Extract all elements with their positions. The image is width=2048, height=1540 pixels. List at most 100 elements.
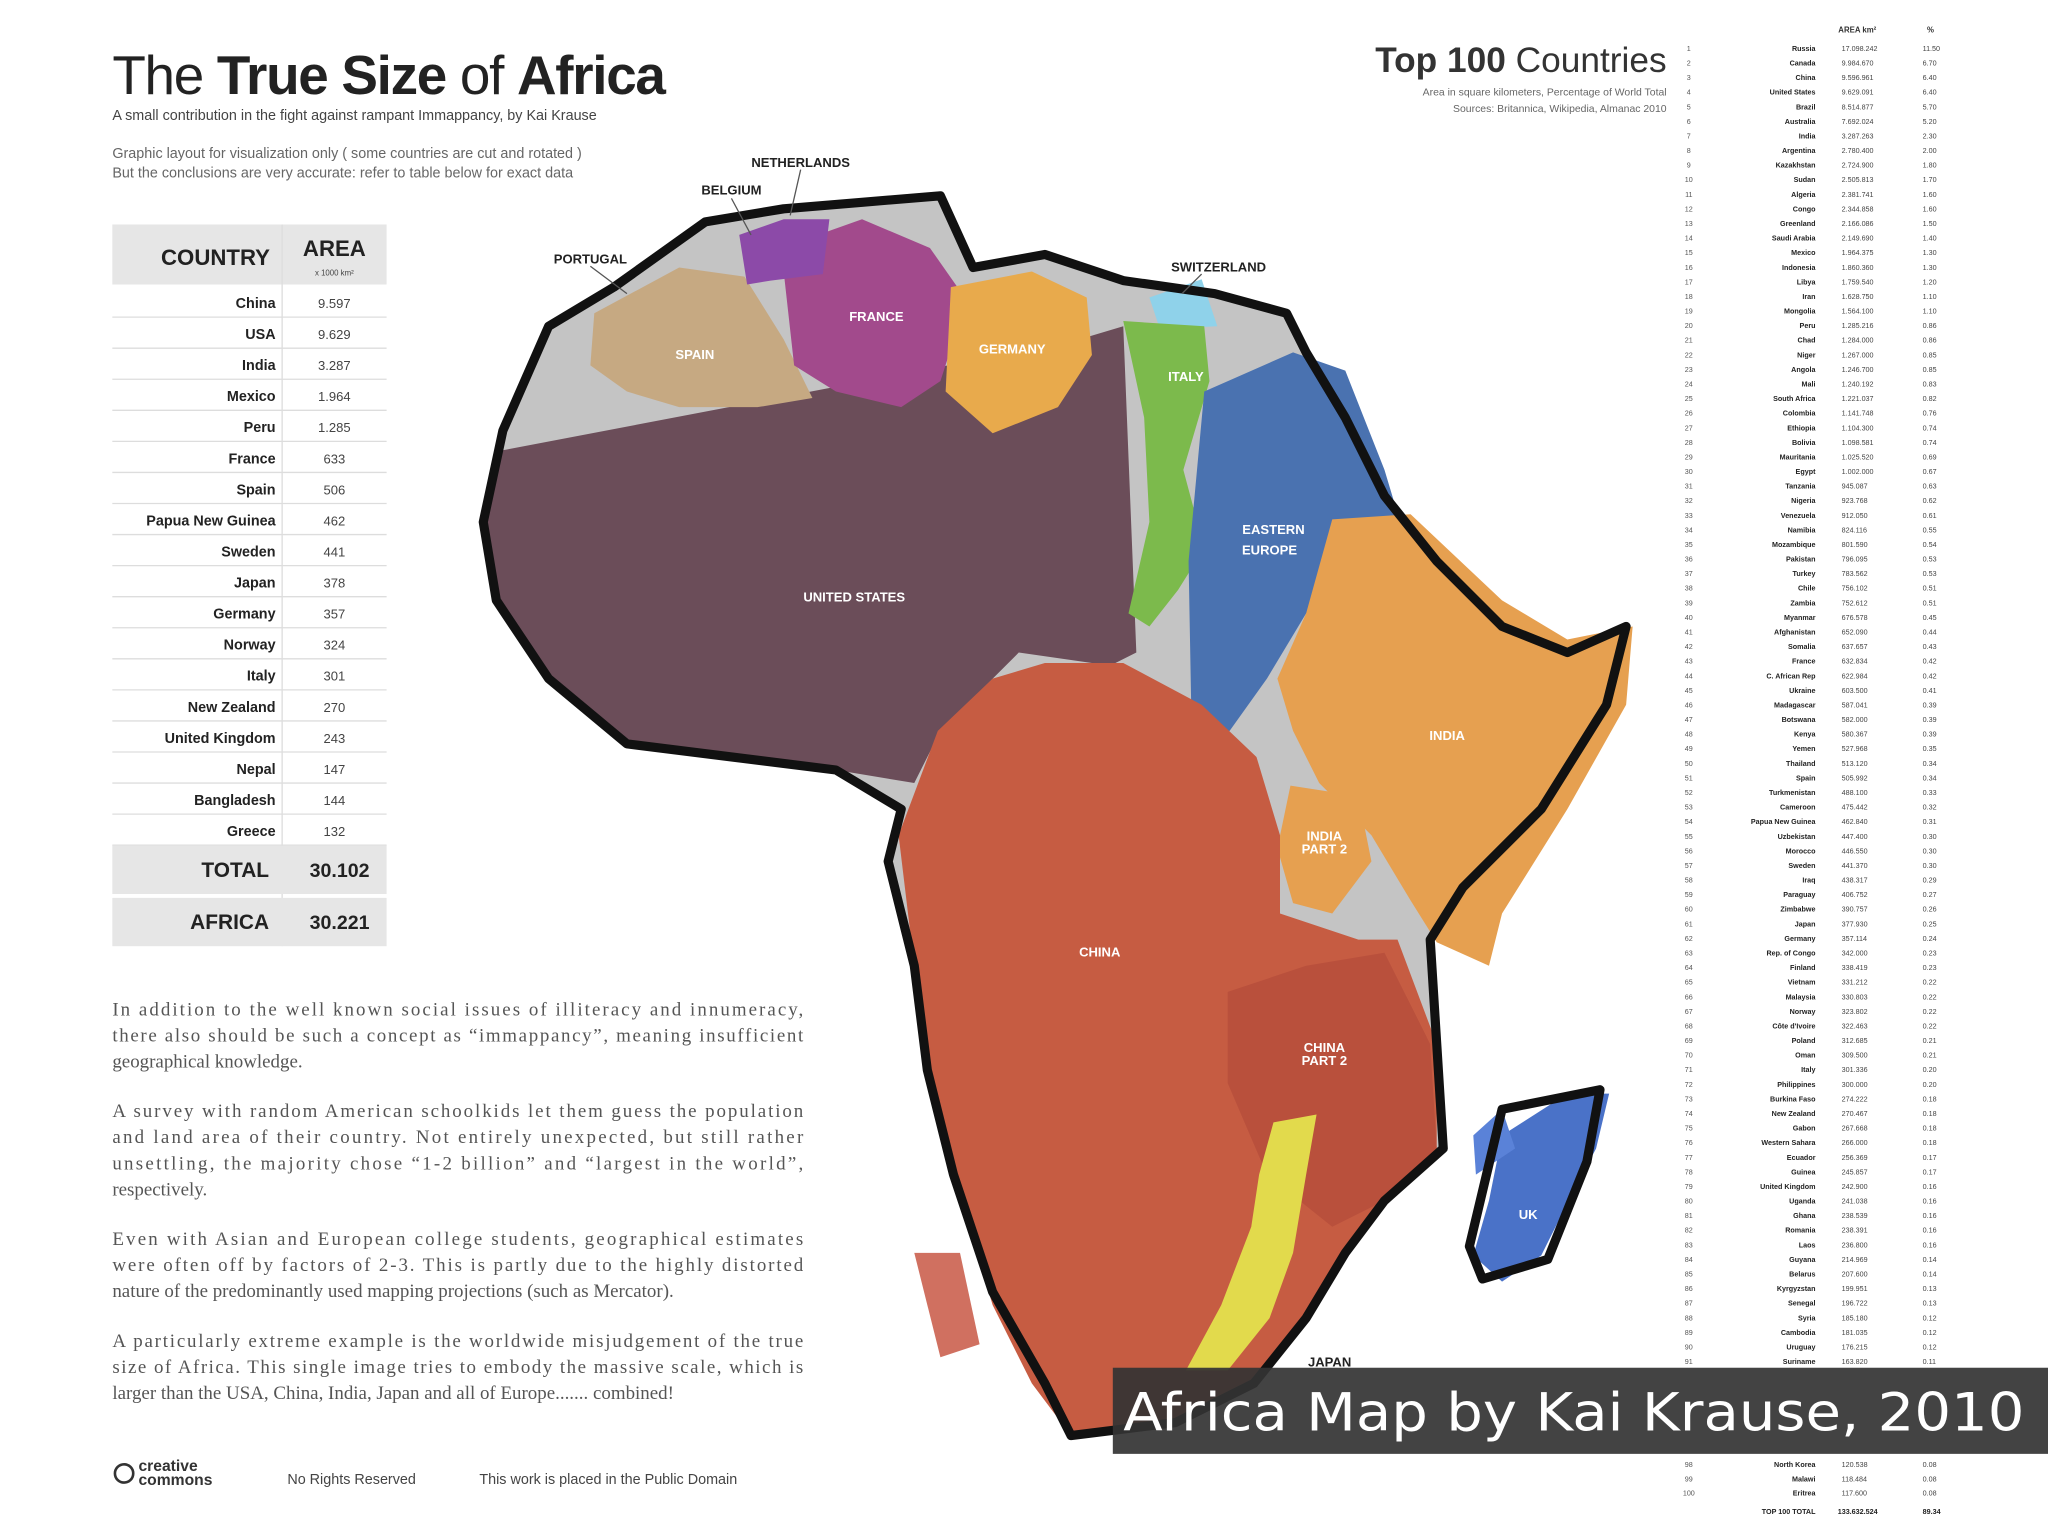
country-area: 267.668 xyxy=(1842,1125,1868,1133)
country-name: Sweden xyxy=(1788,862,1815,870)
country-percent: 0.18 xyxy=(1923,1110,1937,1118)
country-area: 331.212 xyxy=(1842,979,1868,987)
country-percent: 0.16 xyxy=(1923,1241,1937,1249)
country-percent: 1.70 xyxy=(1923,176,1937,184)
country-name: Greenland xyxy=(1780,220,1815,228)
total-bg xyxy=(112,845,387,894)
map-label: EUROPE xyxy=(1242,543,1297,558)
rank: 18 xyxy=(1685,293,1693,301)
rank: 59 xyxy=(1685,891,1693,899)
rank: 85 xyxy=(1685,1271,1693,1279)
country-area: 652.090 xyxy=(1842,629,1868,637)
map-label: PORTUGAL xyxy=(554,252,627,267)
map-label: UNITED STATES xyxy=(803,590,905,605)
country-name: Brazil xyxy=(1796,103,1816,111)
rank: 75 xyxy=(1685,1125,1693,1133)
country-percent: 2.30 xyxy=(1923,132,1937,140)
country-name: Russia xyxy=(1792,45,1817,53)
country-name: Ecuador xyxy=(1787,1154,1816,1162)
country-name: Finland xyxy=(1790,964,1816,972)
rank: 47 xyxy=(1685,716,1693,724)
country-name: Mexico xyxy=(227,389,276,405)
country-name: New Zealand xyxy=(188,700,276,716)
country-name: Afghanistan xyxy=(1774,629,1815,637)
country-name: Belarus xyxy=(1789,1271,1815,1279)
rank: 66 xyxy=(1685,993,1693,1001)
country-area: 242.900 xyxy=(1842,1183,1868,1191)
column-header: % xyxy=(1927,26,1934,35)
title-part: Africa xyxy=(517,44,666,106)
country-area: 176.215 xyxy=(1842,1343,1868,1351)
area-table: COUNTRY AREA x 1000 km² China 9.597 USA 9.6… xyxy=(112,224,387,947)
country-area: 377.930 xyxy=(1842,920,1868,928)
rank: 80 xyxy=(1685,1198,1693,1206)
country-area: 462 xyxy=(323,513,345,528)
rank: 13 xyxy=(1685,220,1693,228)
rank: 38 xyxy=(1685,585,1693,593)
rank: 54 xyxy=(1685,818,1693,826)
country-percent: 0.29 xyxy=(1923,877,1937,885)
country-name: Tanzania xyxy=(1785,483,1816,491)
rank: 42 xyxy=(1685,643,1693,651)
leader-line xyxy=(1181,273,1203,295)
paragraph-line: Even with Asian and European college stu… xyxy=(112,1229,803,1250)
country-percent: 1.30 xyxy=(1923,249,1937,257)
country-percent: 0.12 xyxy=(1923,1314,1937,1322)
country-area: 2.166.086 xyxy=(1842,220,1874,228)
country-name: Kenya xyxy=(1794,731,1817,739)
caption: Africa Map by Kai Krause, 2010 xyxy=(1123,1383,2024,1443)
country-name: Greece xyxy=(227,824,276,840)
country-name: Mauritania xyxy=(1780,453,1817,461)
country-area: 783.562 xyxy=(1842,570,1868,578)
rank: 4 xyxy=(1687,89,1691,97)
country-name: Germany xyxy=(213,607,275,623)
country-area: 8.514.877 xyxy=(1842,103,1874,111)
country-name: Zambia xyxy=(1790,599,1816,607)
country-percent: 5.20 xyxy=(1923,118,1937,126)
rank: 71 xyxy=(1685,1066,1693,1074)
country-percent: 0.16 xyxy=(1923,1183,1937,1191)
country-percent: 1.10 xyxy=(1923,308,1937,316)
country-percent: 0.25 xyxy=(1923,920,1937,928)
rank: 98 xyxy=(1685,1461,1693,1469)
paragraph-line: and land area of their country. Not enti… xyxy=(112,1127,804,1148)
country-name: Guyana xyxy=(1789,1256,1816,1264)
rank: 14 xyxy=(1685,235,1693,243)
rank: 41 xyxy=(1685,629,1693,637)
country-name: South Africa xyxy=(1773,395,1816,403)
country-name: New Zealand xyxy=(1772,1110,1816,1118)
country-percent: 0.22 xyxy=(1923,1022,1937,1030)
country-area: 163.820 xyxy=(1842,1358,1868,1366)
country-percent: 0.16 xyxy=(1923,1198,1937,1206)
country-area: 1.002.000 xyxy=(1842,468,1874,476)
rank: 15 xyxy=(1685,249,1693,257)
country-area: 2.505.813 xyxy=(1842,176,1874,184)
leader-line xyxy=(589,265,628,295)
country-name: Mali xyxy=(1802,380,1816,388)
country-name: Chile xyxy=(1798,585,1816,593)
country-area: 447.400 xyxy=(1842,833,1868,841)
africa-outline xyxy=(478,191,1631,1441)
country-percent: 0.30 xyxy=(1923,862,1937,870)
rank: 65 xyxy=(1685,979,1693,987)
rank: 52 xyxy=(1685,789,1693,797)
country-name: Thailand xyxy=(1786,760,1816,768)
rank: 64 xyxy=(1685,964,1693,972)
paragraph-line: nature of the predominantly used mapping… xyxy=(112,1281,673,1302)
country-name: Libya xyxy=(1797,278,1817,286)
country-percent: 0.45 xyxy=(1923,614,1937,622)
country-name: Philippines xyxy=(1777,1081,1815,1089)
country-percent: 0.85 xyxy=(1923,366,1937,374)
country-area: 181.035 xyxy=(1842,1329,1868,1337)
country-percent: 0.43 xyxy=(1923,643,1937,651)
country-area: 1.285 xyxy=(318,420,351,435)
country-area: 309.500 xyxy=(1842,1052,1868,1060)
country-percent: 0.21 xyxy=(1923,1052,1937,1060)
country-name: Norway xyxy=(1790,1008,1816,1016)
country-name: China xyxy=(236,296,277,312)
rank: 87 xyxy=(1685,1300,1693,1308)
rank: 51 xyxy=(1685,774,1693,782)
country-area: 632.834 xyxy=(1842,658,1868,666)
rank: 53 xyxy=(1685,804,1693,812)
country-percent: 0.21 xyxy=(1923,1037,1937,1045)
